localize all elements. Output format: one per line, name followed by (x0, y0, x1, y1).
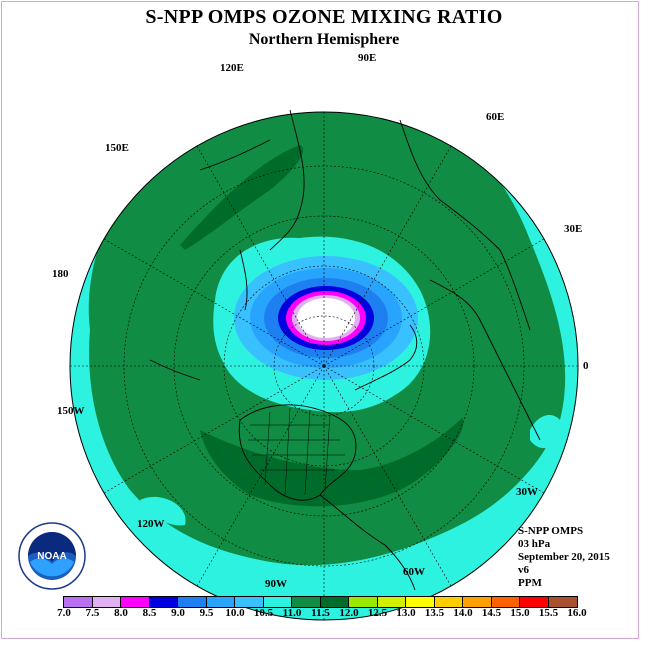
colorbar-tick-label: 10.5 (253, 607, 274, 619)
colorbar-tick-label: 13.0 (396, 607, 416, 619)
colorbar-segment (92, 597, 121, 607)
colorbar-tick-label: 15.5 (538, 607, 559, 619)
contour-12-0-streak-1 (180, 145, 304, 250)
colorbar-tick-label: 11.0 (282, 607, 302, 619)
colorbar-segment (320, 597, 349, 607)
colorbar-tick-label: 14.5 (481, 607, 502, 619)
colorbar-tick-label: 9.5 (199, 607, 214, 619)
colorbar-segment (434, 597, 463, 607)
lon-label-150e: 150E (105, 142, 129, 154)
colorbar-segment (520, 597, 549, 607)
chart-subtitle: Northern Hemisphere (248, 31, 400, 48)
colorbar-segment (149, 597, 178, 607)
contour-12-0-streak-2 (200, 418, 464, 507)
colorbar-tick-label: 16.0 (567, 607, 587, 619)
contour-11-0-patch-1 (530, 415, 565, 449)
colorbar-ticks: 7.0 7.5 8.0 8.5 9.0 9.5 10.0 10.5 11.0 11.5 12.0 12… (57, 607, 587, 621)
colorbar-segment (206, 597, 235, 607)
colorbar-tick-label: 13.5 (424, 607, 445, 619)
colorbar-tick-label: 10.0 (225, 607, 245, 619)
lon-label-150w: 150W (57, 405, 85, 417)
map-boundary (69, 111, 579, 621)
info-block: S-NPP OMPS 03 hPa September 20, 2015 v6 … (518, 525, 610, 590)
colorbar-segment (178, 597, 207, 607)
colorbar-tick-label: 11.5 (311, 607, 330, 619)
info-version: v6 (518, 564, 529, 576)
contour-11-0-patch-2 (140, 496, 186, 526)
lon-label-30w: 30W (516, 486, 538, 498)
lon-label-60w: 60W (403, 566, 425, 578)
colorbar-segment (263, 597, 292, 607)
colorbar (63, 596, 578, 608)
coastlines (149, 109, 541, 591)
colorbar-segment (292, 597, 321, 607)
colorbar-tick-label: 9.0 (171, 607, 185, 619)
colorbar-segment (64, 597, 93, 607)
colorbar-tick-label: 8.5 (142, 607, 157, 619)
info-units: PPM (518, 577, 542, 589)
colorbar-segment (235, 597, 264, 607)
state-boundaries (248, 407, 345, 496)
colorbar-segment (548, 597, 577, 607)
lon-label-180: 180 (52, 268, 69, 280)
colorbar-segment (491, 597, 520, 607)
noaa-logo-text: NOAA (37, 551, 66, 562)
lon-label-0: 0 (583, 360, 589, 372)
colorbar-tick-label: 15.0 (510, 607, 530, 619)
colorbar-segment (121, 597, 150, 607)
colorbar-segment (349, 597, 378, 607)
colorbar-segment (463, 597, 492, 607)
colorbar-tick-label: 12.0 (339, 607, 359, 619)
lon-label-60e: 60E (486, 111, 505, 123)
info-level: 03 hPa (518, 538, 551, 550)
noaa-logo-icon: NOAA (18, 522, 86, 590)
contour-11-0-patch-3 (70, 340, 82, 395)
chart-title: S-NPP OMPS OZONE MIXING RATIO (145, 6, 503, 28)
info-date: September 20, 2015 (518, 551, 610, 563)
lon-label-120w: 120W (137, 518, 165, 530)
polar-no-data (297, 298, 355, 338)
colorbar-tick-label: 14.0 (453, 607, 473, 619)
colorbar-segment (377, 597, 406, 607)
lon-label-120e: 120E (220, 62, 244, 74)
info-instrument: S-NPP OMPS (518, 525, 584, 537)
colorbar-segment (406, 597, 435, 607)
colorbar-tick-label: 12.5 (367, 607, 388, 619)
lon-label-90w: 90W (265, 578, 287, 590)
colorbar-tick-label: 8.0 (114, 607, 128, 619)
figure-frame (1, 1, 639, 639)
ozone-field (70, 112, 578, 620)
lon-label-90e: 90E (358, 52, 377, 64)
colorbar-tick-label: 7.0 (57, 607, 71, 619)
lon-label-30e: 30E (564, 223, 583, 235)
colorbar-tick-label: 7.5 (85, 607, 100, 619)
